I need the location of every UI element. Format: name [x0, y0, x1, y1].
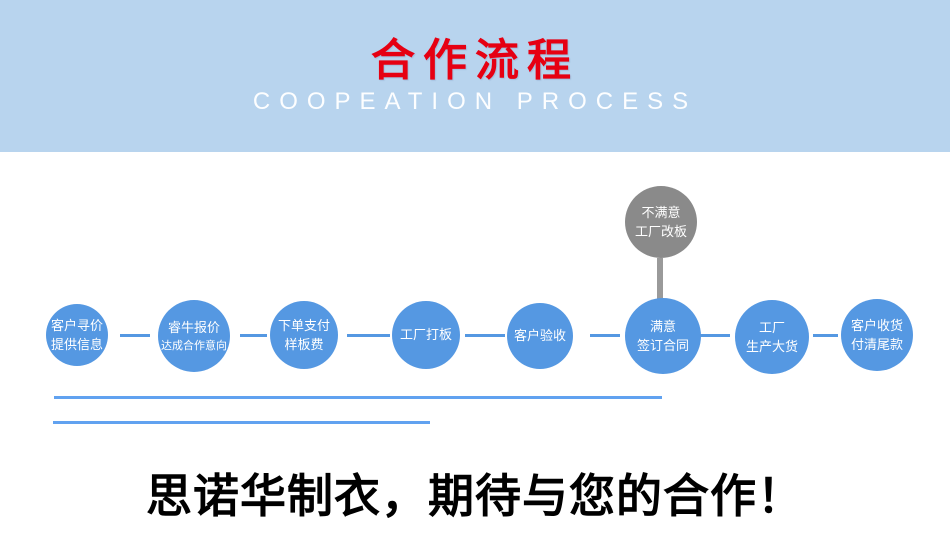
- underline-rule-short: [53, 421, 430, 424]
- node-label-line: 客户验收: [513, 328, 566, 344]
- flow-connector: [120, 334, 150, 337]
- flow-connector: [700, 334, 730, 337]
- node-label-line: 睿牛报价: [167, 320, 220, 335]
- flow-node-unsatisfied-rework: 不满意 工厂改板: [625, 186, 697, 258]
- node-label-line: 工厂打板: [399, 327, 452, 343]
- node-label-line: 工厂: [758, 319, 785, 335]
- branch-connector-line: [657, 258, 663, 300]
- node-label-line: 样板费: [284, 337, 324, 352]
- flow-connector: [465, 334, 505, 337]
- flow-node-receive-final-payment: 客户收货 付清尾款: [841, 299, 913, 371]
- flow-node-satisfied-sign-contract: 满意 签订合同: [625, 298, 701, 374]
- node-label-line: 客户寻价: [50, 317, 103, 333]
- flow-node-customer-inquiry: 客户寻价 提供信息: [46, 304, 108, 366]
- page-subtitle: COOPEATION PROCESS: [252, 88, 698, 115]
- flow-connector: [347, 334, 390, 337]
- node-label-line: 签订合同: [636, 338, 689, 353]
- node-label-line: 满意: [649, 318, 676, 334]
- flow-node-customer-acceptance: 客户验收: [507, 303, 573, 369]
- underline-rule-long: [54, 396, 662, 399]
- page-title: 合作流程: [371, 36, 579, 85]
- flow-node-factory-sample: 工厂打板: [392, 301, 460, 369]
- flow-connector: [813, 334, 838, 337]
- node-label-line: 客户收货: [850, 317, 903, 333]
- node-label-line: 生产大货: [745, 339, 798, 354]
- node-label-line: 付清尾款: [850, 337, 903, 352]
- flow-node-order-sample-fee: 下单支付 样板费: [270, 301, 338, 369]
- node-label-line: 下单支付: [277, 317, 330, 333]
- node-label-line: 不满意: [641, 204, 681, 220]
- flow-connector: [590, 334, 620, 337]
- flow-node-factory-production: 工厂 生产大货: [735, 300, 809, 374]
- node-label-line: 提供信息: [50, 337, 103, 352]
- node-label-line: 工厂改板: [634, 224, 687, 239]
- node-label-line: 达成合作意向: [161, 339, 227, 352]
- header-banner: 合作流程 COOPEATION PROCESS: [0, 0, 950, 152]
- flow-connector: [240, 334, 267, 337]
- footer-headline: 思诺华制衣，期待与您的合作！: [146, 471, 804, 522]
- flow-node-quote-intention: 睿牛报价 达成合作意向: [158, 300, 230, 372]
